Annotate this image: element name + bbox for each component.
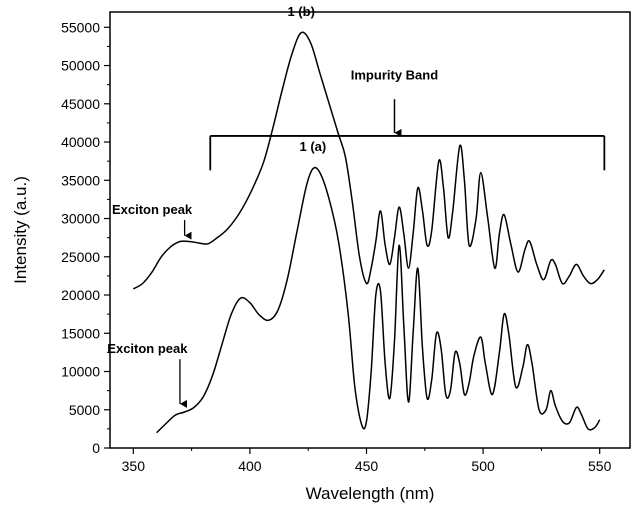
annotation-label: 1 (a) <box>300 139 327 154</box>
y-tick-label: 30000 <box>61 211 100 227</box>
y-tick-label: 55000 <box>61 19 100 35</box>
annotation-label: Exciton peak <box>112 202 193 217</box>
x-tick-label: 450 <box>355 458 379 474</box>
plot-frame <box>109 11 631 449</box>
y-tick-label: 25000 <box>61 249 100 265</box>
annotation-group: 1 (b) 1 (a) Impurity Band Exciton peak Excit… <box>107 4 606 408</box>
series-group <box>132 31 605 434</box>
y-tick-label: 35000 <box>61 172 100 188</box>
x-axis-title: Wavelength (nm) <box>306 484 435 503</box>
y-tick-label: 10000 <box>61 364 100 380</box>
series-line-a <box>156 166 601 434</box>
y-tick-label: 20000 <box>61 287 100 303</box>
y-tick-label: 40000 <box>61 134 100 150</box>
annotation-label: 1 (b) <box>287 4 314 19</box>
y-axis: 0 5000 10000 15000 20000 25000 30000 35000 40000… <box>61 19 110 456</box>
y-tick-label: 0 <box>92 440 100 456</box>
y-tick-label: 15000 <box>61 325 100 341</box>
series-line-b <box>132 31 605 290</box>
x-axis: 350 400 450 500 550 <box>122 448 612 474</box>
y-axis-title: Intensity (a.u.) <box>11 176 30 284</box>
x-tick-label: 350 <box>122 458 146 474</box>
annotation-label: Impurity Band <box>351 67 438 82</box>
y-tick-label: 5000 <box>69 402 100 418</box>
x-tick-label: 550 <box>588 458 612 474</box>
y-tick-label: 45000 <box>61 96 100 112</box>
y-tick-label: 50000 <box>61 58 100 74</box>
x-tick-label: 500 <box>471 458 495 474</box>
plot-border <box>109 11 631 449</box>
annotation-label: Exciton peak <box>107 341 188 356</box>
x-tick-label: 400 <box>238 458 262 474</box>
